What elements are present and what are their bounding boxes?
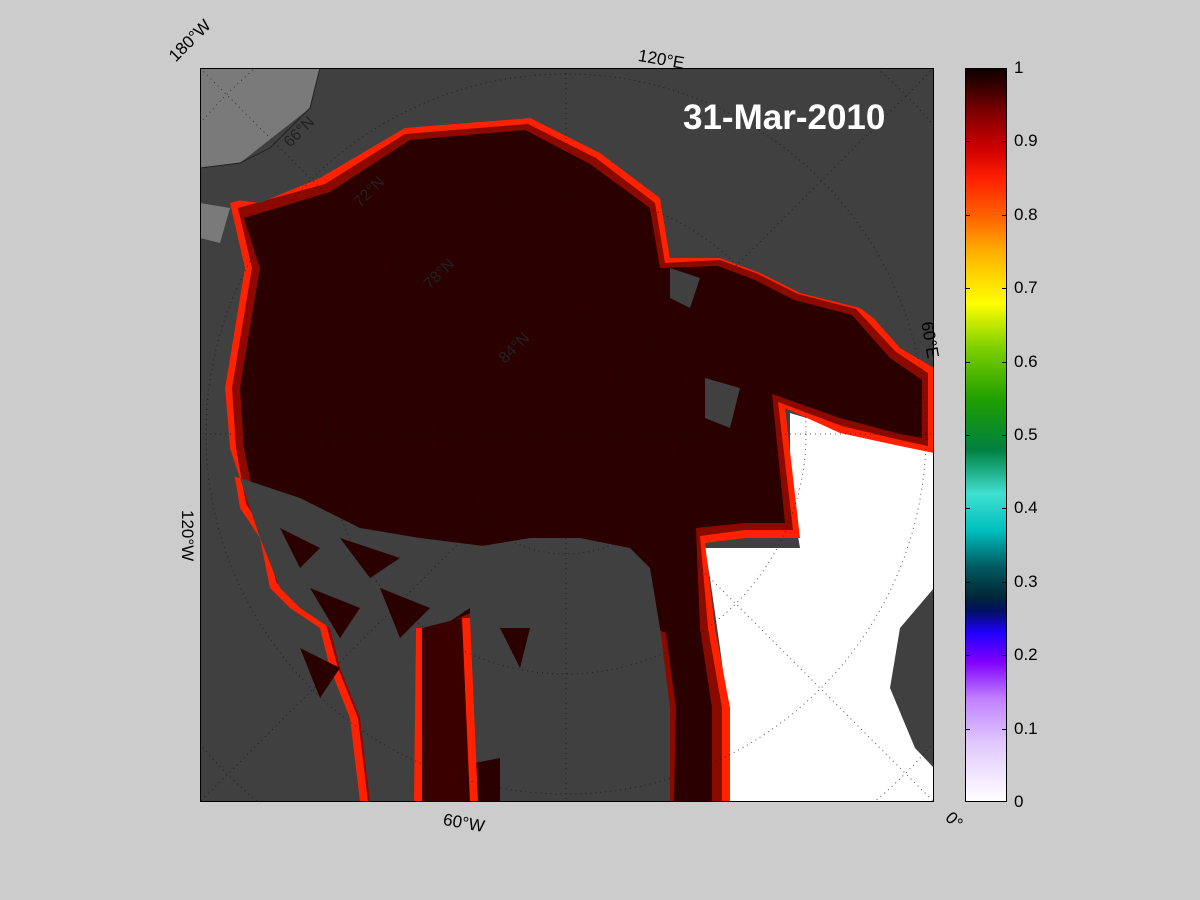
baffin-edge [414, 618, 478, 802]
lon-label-180w: 180°W [165, 15, 215, 66]
colorbar-tick-mark [965, 655, 970, 657]
colorbar-tick-label: 1 [1014, 58, 1024, 77]
colorbar-tick-label: 0.3 [1014, 571, 1038, 591]
outer-land-region [200, 68, 320, 168]
colorbar-tick-mark [965, 141, 970, 143]
colorbar-tick-mark [965, 581, 970, 583]
colorbar-tick-mark [1002, 508, 1007, 510]
colorbar-tick-label: 0 [1014, 792, 1024, 811]
date-label: 31-Mar-2010 [683, 98, 886, 137]
archipelago-channels [280, 528, 430, 698]
colorbar-tick-mark [1002, 141, 1007, 143]
svalbard-land [705, 378, 740, 428]
colorbar-tick-label: 0.7 [1014, 278, 1038, 298]
colorbar-tick-label: 0.8 [1014, 204, 1038, 224]
sea-ice-map: 66°N 72°N 78°N 84°N [200, 68, 934, 802]
colorbar-tick-mark [1002, 435, 1007, 436]
scandinavia-land [890, 588, 934, 768]
chukotka-land [220, 68, 530, 203]
map-svg: 66°N 72°N 78°N 84°N [200, 68, 934, 802]
colorbar-tick-label: 0.2 [1014, 645, 1038, 665]
siberia-land [600, 68, 934, 358]
lon-label-60w: 60°W [441, 810, 487, 836]
lon-label-0: 0° [941, 808, 967, 833]
colorbar-tick-mark [965, 728, 970, 730]
colorbar-tick-label: 0.9 [1014, 131, 1038, 151]
colorbar-tick-mark [965, 361, 970, 363]
colorbar-tick-label: 0.5 [1014, 425, 1038, 444]
greenland-land [470, 538, 670, 802]
canadian-archipelago-land [240, 478, 540, 802]
alaska-land [200, 248, 240, 478]
outer-land-region-2 [200, 203, 230, 243]
colorbar-tick-mark [965, 288, 970, 290]
colorbar-tick-mark [1002, 655, 1007, 657]
map-border [200, 68, 934, 802]
colorbar-tick-label: 0.6 [1014, 351, 1038, 371]
coastline [200, 68, 321, 169]
colorbar-tick-mark [1002, 288, 1007, 290]
colorbar-tick-mark [1002, 214, 1007, 216]
colorbar-tick-label: 0.1 [1014, 718, 1038, 738]
colorbar-tick-mark [1002, 728, 1007, 730]
colorbar-tick-mark [965, 435, 970, 436]
graticule [200, 68, 934, 802]
colorbar-tick-mark [965, 214, 970, 216]
colorbar-tick-label: 0.4 [1014, 498, 1038, 518]
colorbar-tick-mark [1002, 361, 1007, 363]
colorbar-tick-mark [965, 508, 970, 510]
open-water [705, 413, 934, 802]
franz-josef-land [670, 268, 700, 308]
colorbar [965, 68, 1007, 802]
colorbar-tick-mark [1002, 581, 1007, 583]
baffin-ice [422, 618, 472, 802]
lon-label-120w: 120°W [178, 510, 197, 562]
